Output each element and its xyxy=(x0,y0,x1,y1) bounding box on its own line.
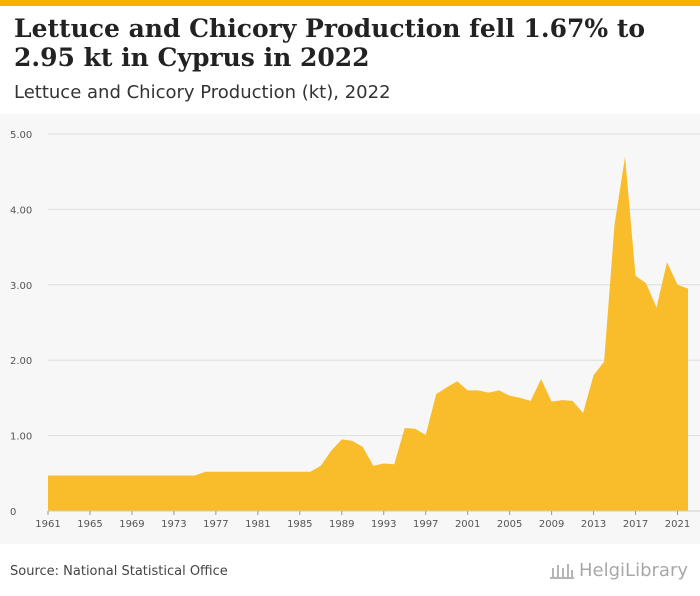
x-tick-label: 1997 xyxy=(413,519,438,530)
x-tick-label: 1973 xyxy=(161,519,186,530)
chart-title: Lettuce and Chicory Production fell 1.67… xyxy=(14,14,646,72)
x-tick-label: 1981 xyxy=(245,519,270,530)
x-tick-label: 2013 xyxy=(581,519,606,530)
x-tick-label: 1989 xyxy=(329,519,354,530)
top-accent-bar xyxy=(0,0,700,6)
source-note: Source: National Statistical Office xyxy=(10,564,228,579)
x-tick-label: 1993 xyxy=(371,519,396,530)
y-tick-label: 3.00 xyxy=(10,281,32,292)
x-tick-label: 1965 xyxy=(77,519,102,530)
area-series xyxy=(48,156,688,511)
y-tick-label: 1.00 xyxy=(10,432,32,443)
y-tick-label: 0 xyxy=(10,507,16,518)
y-tick-label: 5.00 xyxy=(10,130,32,141)
y-tick-label: 2.00 xyxy=(10,356,32,367)
y-tick-label: 4.00 xyxy=(10,205,32,216)
x-tick-label: 1977 xyxy=(203,519,228,530)
x-tick-label: 2001 xyxy=(455,519,480,530)
x-tick-label: 1961 xyxy=(35,519,60,530)
brand-logo: HelgiLibrary xyxy=(549,560,688,581)
x-tick-label: 2009 xyxy=(539,519,564,530)
x-tick-label: 1969 xyxy=(119,519,144,530)
chart-subtitle: Lettuce and Chicory Production (kt), 202… xyxy=(14,82,391,103)
x-tick-label: 2005 xyxy=(497,519,522,530)
library-building-icon xyxy=(550,563,575,579)
brand-name: HelgiLibrary xyxy=(579,560,688,581)
x-tick-label: 2021 xyxy=(665,519,690,530)
x-tick-label: 2017 xyxy=(623,519,648,530)
area-chart: 0 1.00 2.00 3.00 4.00 5.00 1961 1965 1969 1973 197… xyxy=(10,130,700,530)
chart-panel: 0 1.00 2.00 3.00 4.00 5.00 1961 1965 1969 1973 197… xyxy=(0,114,700,544)
x-tick-label: 1985 xyxy=(287,519,312,530)
